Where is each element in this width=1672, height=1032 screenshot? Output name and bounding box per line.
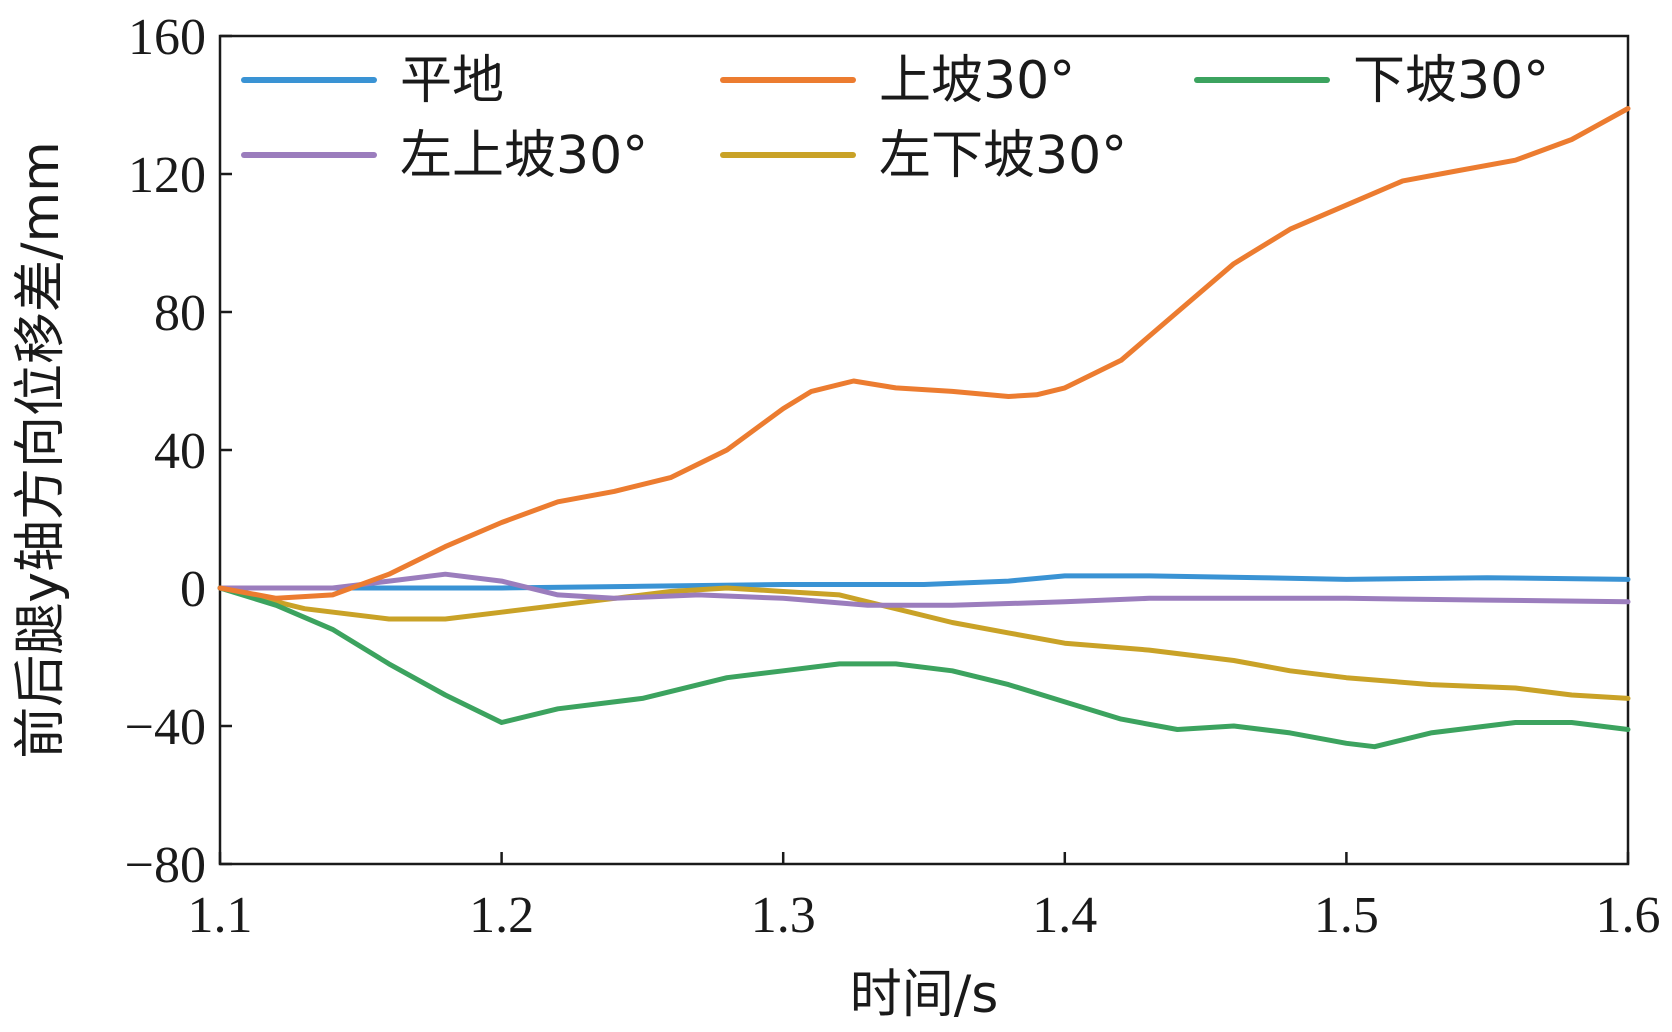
legend-label-0: 平地 (400, 51, 504, 111)
y-axis-title: 前后腿y轴方向位移差/mm (11, 141, 71, 759)
series-line-0 (217, 573, 1631, 591)
x-tick-label: 1.4 (1032, 887, 1097, 944)
x-tick-label: 1.1 (188, 887, 253, 944)
x-tick-label: 1.3 (751, 887, 816, 944)
series-line-3 (217, 571, 1631, 608)
series-lines (217, 106, 1631, 750)
series-line-2 (217, 585, 1631, 750)
x-tick-label: 1.2 (469, 887, 534, 944)
y-tick-label: 160 (128, 9, 206, 66)
x-tick-label: 1.6 (1596, 887, 1661, 944)
series-line-4 (217, 585, 1631, 701)
legend-label-4: 左下坡30° (879, 126, 1127, 186)
y-tick-label: 40 (154, 423, 206, 480)
legend: 平地 上坡30° 下坡30° 左上坡30° 左下坡30° (241, 51, 1549, 186)
axis-ticks: 1.1 1.2 1.3 1.4 1.5 1.6 160 120 80 40 0 −40 −80 (125, 9, 1661, 944)
x-axis-title: 时间/s (850, 965, 999, 1025)
series-line-1 (217, 106, 1631, 601)
y-tick-label: 80 (154, 285, 206, 342)
y-tick-label: 120 (128, 147, 206, 204)
legend-label-1: 上坡30° (879, 51, 1075, 111)
legend-label-2: 下坡30° (1353, 51, 1549, 111)
y-tick-label: −40 (125, 699, 206, 756)
y-tick-label: −80 (125, 837, 206, 894)
legend-label-3: 左上坡30° (400, 126, 648, 186)
x-tick-label: 1.5 (1314, 887, 1379, 944)
y-tick-label: 0 (180, 561, 206, 618)
